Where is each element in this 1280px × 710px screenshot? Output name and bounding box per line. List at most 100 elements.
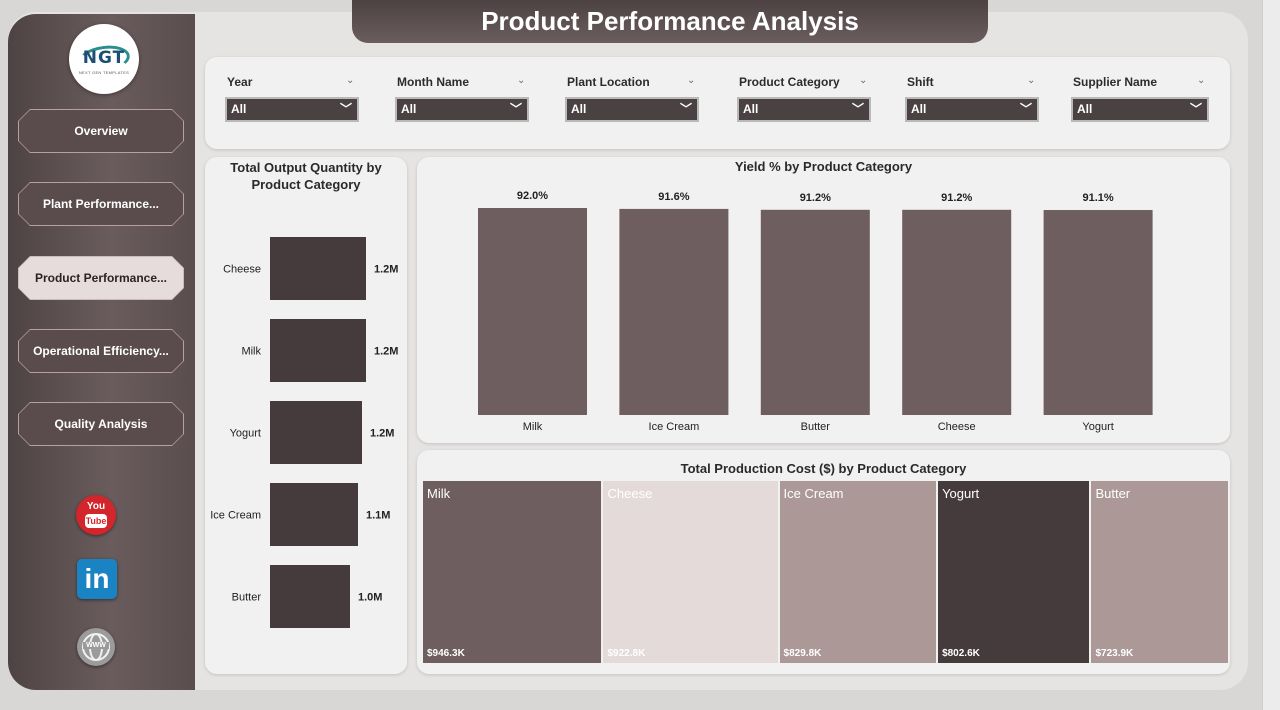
yield-chart-card: Yield % by Product Category 92.0% Milk 91.… [417,157,1230,443]
nav-operational-efficiency-button[interactable]: Operational Efficiency... [18,329,184,373]
chevron-down-icon[interactable]: ⌄ [517,75,526,86]
chevron-down-icon[interactable]: ⌄ [1197,75,1206,86]
output-quantity-chart-card: Total Output Quantity by Product Categor… [205,157,407,674]
output-value-label-butter: 1.0M [358,592,382,604]
chevron-down-icon: ﹀ [851,102,864,116]
nav-quality-analysis-button[interactable]: Quality Analysis [18,402,184,446]
nav-product-performance-label: Product Performance... [19,257,183,299]
yield-bar-yogurt[interactable] [1043,210,1153,415]
output-quantity-chart: Cheese 1.2M Milk 1.2M Yogurt 1.2M Ice Cream 1.1… [210,237,398,628]
filter-supplier-name-select[interactable]: All ﹀ [1071,97,1209,122]
chevron-down-icon[interactable]: ⌄ [1027,75,1036,86]
output-category-label-cheese: Cheese [223,264,261,276]
chevron-down-icon: ﹀ [1189,102,1202,116]
output-bar-ice-cream[interactable] [270,483,358,546]
yield-chart: 92.0% Milk 91.6% Ice Cream 91.2% Butter 91.2% C… [478,190,1153,433]
filter-panel: Year ⌄ All ﹀ Month Name ⌄ All ﹀ Plant Lo… [205,57,1230,149]
output-category-label-butter: Butter [232,592,262,604]
chevron-down-icon: ﹀ [1019,102,1032,116]
output-category-label-milk: Milk [241,346,261,358]
website-globe-icon[interactable]: WWW [77,628,115,666]
yield-value-label-butter: 91.2% [800,192,831,204]
ngt-logo: NGT NEXT GEN TEMPLATES [69,24,139,94]
window-scroll-edge [1262,0,1280,710]
treemap-label-yogurt: Yogurt [942,486,980,501]
nav-quality-analysis-label: Quality Analysis [19,403,183,445]
nav-overview-button[interactable]: Overview [18,109,184,153]
linkedin-icon[interactable]: in [77,559,117,599]
nav-product-performance-button[interactable]: Product Performance... [18,256,184,300]
chevron-down-icon: ﹀ [679,102,692,116]
output-value-label-cheese: 1.2M [374,264,398,276]
output-quantity-chart-title: Total Output Quantity by Product Categor… [230,160,382,192]
filter-year-select[interactable]: All ﹀ [225,97,359,122]
treemap-value-yogurt: $802.6K [942,648,980,659]
treemap-value-butter: $723.9K [1095,648,1134,659]
treemap-tile-milk[interactable]: Milk $946.3K [423,481,602,663]
output-bar-butter[interactable] [270,565,350,628]
output-bar-cheese[interactable] [270,237,366,300]
filter-month-name-select[interactable]: All ﹀ [395,97,529,122]
filter-year-value: All [231,102,247,116]
treemap-tile-butter[interactable]: Butter $723.9K [1091,481,1228,663]
output-category-label-ice-cream: Ice Cream [210,510,261,522]
treemap-label-milk: Milk [427,486,451,501]
yield-category-label-butter: Butter [801,421,831,433]
chevron-down-icon[interactable]: ⌄ [687,75,696,86]
filter-shift-select[interactable]: All ﹀ [905,97,1039,122]
filter-year-label: Year [227,75,253,89]
filter-product-category-select[interactable]: All ﹀ [737,97,871,122]
logo-text: NGT [82,48,126,68]
output-value-label-ice-cream: 1.1M [366,510,390,522]
treemap-label-ice-cream: Ice Cream [783,486,844,501]
chevron-down-icon: ﹀ [509,102,522,116]
treemap-value-milk: $946.3K [427,648,465,659]
output-value-label-yogurt: 1.2M [370,428,394,440]
yield-chart-title: Yield % by Product Category [734,159,913,174]
nav-plant-performance-label: Plant Performance... [19,183,183,225]
production-cost-treemap-title: Total Production Cost ($) by Product Cat… [680,461,967,476]
treemap-tile-yogurt[interactable]: Yogurt $802.6K [938,481,1090,663]
filter-plant-location-label: Plant Location [567,75,650,89]
yield-category-label-yogurt: Yogurt [1082,421,1113,433]
yield-value-label-ice-cream: 91.6% [658,191,689,203]
treemap-value-ice-cream: $829.8K [783,648,822,659]
filter-month-name-label: Month Name [397,75,469,89]
yield-bar-milk[interactable] [478,208,587,415]
filter-supplier-name-value: All [1077,102,1093,116]
output-category-label-yogurt: Yogurt [230,428,261,440]
nav-operational-efficiency-label: Operational Efficiency... [19,330,183,372]
yield-bar-butter[interactable] [760,209,870,415]
output-bar-milk[interactable] [270,319,366,382]
nav-plant-performance-button[interactable]: Plant Performance... [18,182,184,226]
filter-plant-location-select[interactable]: All ﹀ [565,97,699,122]
filter-month-name-value: All [401,102,417,116]
yield-bar-cheese[interactable] [902,209,1012,415]
filter-shift-label: Shift [907,75,934,89]
nav-overview-label: Overview [19,110,183,152]
treemap-tile-ice-cream[interactable]: Ice Cream $829.8K [779,481,937,663]
production-cost-treemap-card: Total Production Cost ($) by Product Cat… [417,450,1230,674]
yield-value-label-milk: 92.0% [517,190,548,202]
page-title: Product Performance Analysis [352,0,988,43]
yield-category-label-cheese: Cheese [938,421,976,433]
production-cost-treemap: Milk $946.3K Cheese $922.8K Ice Cream $829.8K… [423,481,1228,665]
treemap-label-butter: Butter [1095,486,1131,501]
chevron-down-icon[interactable]: ⌄ [859,75,868,86]
chevron-down-icon[interactable]: ⌄ [346,75,355,86]
filter-shift-value: All [911,102,927,116]
yield-value-label-yogurt: 91.1% [1082,192,1113,204]
youtube-icon-top-text: You [86,501,106,512]
treemap-value-cheese: $922.8K [607,648,646,659]
treemap-label-cheese: Cheese [607,486,653,501]
yield-bar-ice-cream[interactable] [619,208,729,415]
filter-product-category-label: Product Category [739,75,840,89]
youtube-icon[interactable]: You Tube [76,495,116,535]
youtube-icon-bottom-text: Tube [85,514,107,528]
output-bar-yogurt[interactable] [270,401,362,464]
treemap-tile-cheese[interactable]: Cheese $922.8K [603,481,778,663]
filter-product-category-value: All [743,102,759,116]
website-icon-text: WWW [83,642,109,649]
filter-plant-location-value: All [571,102,587,116]
chevron-down-icon: ﹀ [339,102,352,116]
